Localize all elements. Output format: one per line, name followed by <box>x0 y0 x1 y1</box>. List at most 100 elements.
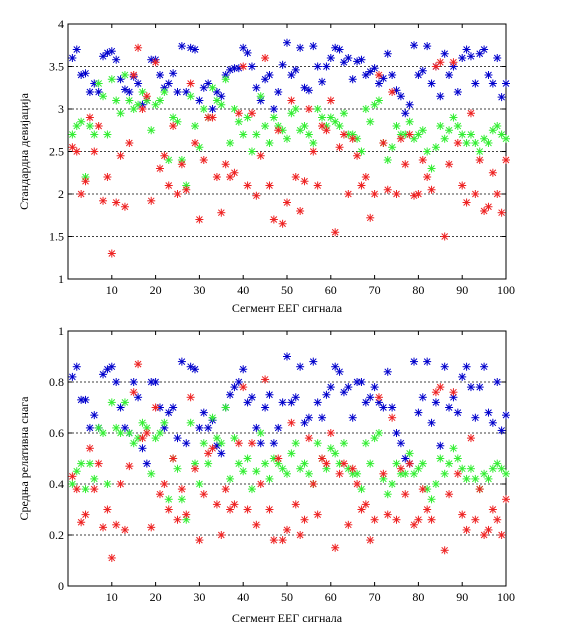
bottom-chart-series-0-point <box>401 454 410 463</box>
top-chart-series-1-point <box>226 139 235 147</box>
bottom-chart-series-0-point <box>462 362 471 371</box>
bottom-chart-series-1-point <box>366 459 375 468</box>
top-chart-series-2-point <box>414 190 423 198</box>
top-chart-series-2-point <box>313 181 322 190</box>
bottom-chart-series-0-point <box>85 423 94 432</box>
top-chart-x-axis-label: Сегмент ЕЕГ сигнала <box>232 301 343 315</box>
top-chart-series-1-point <box>265 139 274 147</box>
top-chart-series-1-point <box>318 113 327 122</box>
bottom-chart-series-1-point <box>112 423 121 432</box>
top-chart-series-0-point <box>493 54 502 62</box>
top-chart-series-1-point <box>116 109 125 118</box>
bottom-chart-series-1-point <box>304 469 313 478</box>
bottom-chart-series-1-point <box>186 418 195 427</box>
top-chart-series-0-point <box>300 83 309 92</box>
top-chart-series-0-point <box>195 96 204 105</box>
top-chart-y-tick-label: 2 <box>58 187 64 201</box>
top-chart-series-2-point <box>291 173 300 181</box>
bottom-chart: 10 20 30 40 50 60 70 80 90 100 0 0.2 0.4 0.6 0.8 1 Сегм… <box>17 324 515 625</box>
bottom-chart-series-1-point <box>488 464 497 473</box>
bottom-chart-series-2-point <box>169 454 178 463</box>
bottom-chart-series-2-point <box>502 495 510 504</box>
top-chart-series-1-point <box>283 134 291 143</box>
top-chart-series-1-point <box>234 117 243 126</box>
top-chart-x-tick-label: 20 <box>150 283 162 297</box>
top-chart-series-0-point <box>458 54 467 62</box>
bottom-chart-series-0-point <box>309 357 318 366</box>
bottom-chart-series-1-point <box>296 464 305 473</box>
top-chart-series-2-point <box>445 160 454 169</box>
top-chart-series-0-point <box>81 69 90 78</box>
top-chart-series-0-point <box>169 69 178 78</box>
bottom-chart-series-0-point <box>90 411 99 420</box>
bottom-chart-series-1-point <box>497 464 506 473</box>
top-chart-series-1-point <box>291 105 300 113</box>
top-chart-series-0-point <box>120 85 129 94</box>
bottom-chart-series-0-point <box>339 388 348 397</box>
top-chart-series-1-point <box>217 100 226 109</box>
top-chart-x-tick-label: 100 <box>497 283 515 297</box>
top-chart-series-1-point <box>339 109 348 118</box>
bottom-chart-series-1-point <box>199 439 208 448</box>
bottom-chart-series-0-point <box>453 408 462 417</box>
top-chart-series-2-point <box>396 134 405 143</box>
top-chart-series-0-point <box>134 79 143 88</box>
top-chart-series-2-point <box>221 160 230 169</box>
bottom-chart-series-2-point <box>445 490 454 499</box>
bottom-chart-series-2-point <box>94 459 103 468</box>
top-chart-series-0-point <box>410 41 419 50</box>
top-chart-series-0-point <box>313 62 322 71</box>
top-chart-series-0-point <box>274 88 283 96</box>
top-chart-series-1-point <box>440 134 449 143</box>
top-chart-series-1-point <box>462 139 471 147</box>
top-chart-series-0-point <box>304 86 313 95</box>
bottom-chart-series-2-point <box>480 531 489 539</box>
top-chart-series-0-point <box>269 105 278 113</box>
top-chart-series-2-point <box>239 62 248 71</box>
bottom-chart-series-2-point <box>414 515 423 524</box>
bottom-chart-series-0-point <box>169 403 178 412</box>
bottom-chart-series-0-point <box>269 439 278 448</box>
top-chart-y-tick-label: 3.5 <box>49 60 64 74</box>
top-chart-series-1-point <box>94 79 103 88</box>
top-chart-series-1-point <box>304 130 313 139</box>
bottom-chart-series-2-point <box>221 485 230 494</box>
bottom-chart-series-2-point <box>155 490 164 499</box>
top-chart-series-2-point <box>129 71 138 79</box>
bottom-chart-series-0-point <box>226 390 235 399</box>
bottom-chart-series-0-point <box>502 411 510 420</box>
bottom-chart-series-2-point <box>269 536 278 545</box>
top-chart-series-2-point <box>383 185 392 194</box>
bottom-chart-plot-area <box>67 330 507 587</box>
bottom-chart-series-2-point <box>234 439 243 448</box>
top-chart-series-0-point <box>436 92 445 101</box>
top-chart-x-tick-label: 70 <box>369 283 381 297</box>
bottom-chart-series-0-point <box>134 393 143 402</box>
top-chart-series-2-point <box>449 58 458 67</box>
bottom-chart-series-1-point <box>247 485 256 494</box>
bottom-chart-series-0-point <box>497 426 506 435</box>
top-chart-series-1-point <box>239 130 248 139</box>
bottom-chart-series-2-point <box>147 523 156 532</box>
bottom-chart-series-1-point <box>164 495 173 504</box>
top-chart-series-2-point <box>322 126 331 135</box>
bottom-chart-series-1-point <box>401 469 410 478</box>
top-chart-series-1-point <box>85 122 94 130</box>
bottom-chart-series-0-point <box>287 398 296 407</box>
top-chart-series-0-point <box>291 65 300 74</box>
bottom-chart-series-1-point <box>300 459 309 468</box>
top-chart-series-1-point <box>458 130 467 139</box>
bottom-chart-series-2-point <box>466 434 475 443</box>
bottom-chart-series-2-point <box>107 553 116 562</box>
bottom-chart-series-0-point <box>112 378 121 386</box>
bottom-chart-series-2-point <box>177 485 186 494</box>
bottom-chart-series-1-point <box>99 429 108 437</box>
bottom-chart-series-1-point <box>107 398 116 407</box>
bottom-chart-series-0-point <box>191 365 200 374</box>
top-chart-series-2-point <box>366 213 375 222</box>
top-chart-series-0-point <box>480 45 489 54</box>
bottom-chart-series-1-point <box>151 434 160 443</box>
bottom-chart-series-0-point <box>199 408 208 417</box>
bottom-chart-series-2-point <box>392 515 401 524</box>
bottom-chart-series-2-point <box>120 525 129 534</box>
